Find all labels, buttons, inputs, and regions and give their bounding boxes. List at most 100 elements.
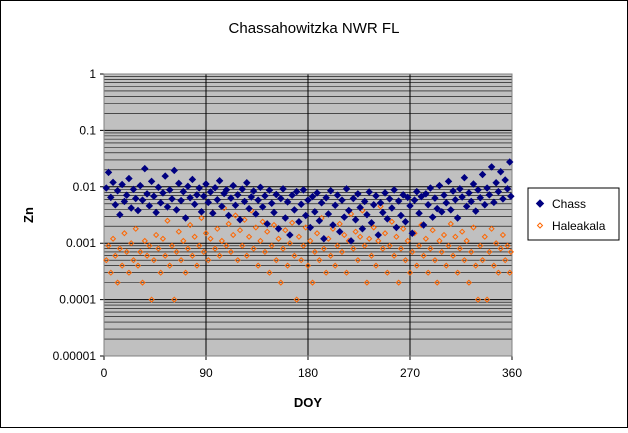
data-point-haleakala [395,279,402,286]
data-point-haleakala [393,233,400,240]
data-point-chass [499,195,507,203]
data-point-haleakala [125,269,133,276]
data-point-haleakala [182,269,189,276]
data-point-chass [281,214,290,222]
data-point-haleakala [327,252,334,259]
y-tick-label: 0.1 [79,123,96,137]
data-point-chass [442,199,450,207]
data-point-haleakala [153,231,160,239]
data-point-chass [209,209,217,217]
data-point-chass [320,235,328,243]
data-point-haleakala [409,248,416,256]
data-point-haleakala [406,269,414,276]
data-point-haleakala [116,245,123,252]
data-point-chass [136,181,144,190]
data-point-chass [118,180,126,189]
data-point-chass [211,184,219,192]
data-point-haleakala [470,224,477,231]
data-point-chass [360,197,369,206]
data-point-haleakala [320,245,327,252]
data-point-chass [397,211,405,220]
plot-area-border [103,73,513,357]
x-axis-label: DOY [294,395,323,410]
data-point-haleakala [300,242,307,249]
legend-label-haleakala: Haleakala [552,219,606,233]
data-point-chass [472,207,480,215]
data-point-chass [431,194,439,202]
data-point-chass [258,203,267,211]
data-point-chass [283,198,292,206]
data-point-chass [222,186,231,194]
data-point-chass [338,196,346,204]
data-point-haleakala [375,237,382,244]
data-point-chass [249,187,258,195]
data-point-haleakala [379,245,386,252]
data-point-chass [102,184,110,192]
data-point-chass [365,188,373,196]
data-point-haleakala [261,248,269,256]
data-point-haleakala [434,279,441,286]
data-point-haleakala [109,235,117,242]
data-point-haleakala [454,269,461,276]
data-point-chass [288,191,296,199]
data-point-chass [234,191,242,199]
data-point-chass [177,196,185,205]
data-point-haleakala [279,245,287,252]
data-point-haleakala [291,252,298,259]
data-point-haleakala [193,262,201,269]
data-point-haleakala [483,296,491,303]
data-point-chass [401,218,410,226]
data-point-chass [190,200,199,208]
data-point-haleakala [298,257,305,264]
data-point-chass [374,231,382,239]
data-point-chass [175,179,183,188]
data-point-haleakala [243,252,250,259]
data-point-chass [254,196,262,204]
data-point-chass [109,178,117,187]
data-point-chass [125,174,133,183]
data-point-haleakala [497,245,504,252]
data-point-haleakala [413,262,420,269]
data-point-haleakala [384,269,391,276]
data-point-haleakala [289,219,296,226]
data-point-chass [141,164,149,173]
data-point-chass [236,216,244,224]
data-point-chass [370,201,378,209]
data-point-chass [469,180,478,188]
data-point-chass [415,209,423,217]
data-point-chass [268,199,276,208]
data-point-chass [170,166,178,175]
data-point-haleakala [350,245,357,252]
data-point-chass [492,179,500,187]
data-point-chass [172,206,181,214]
data-point-haleakala [171,296,178,303]
data-point-chass [322,194,330,202]
data-point-chass [390,186,398,194]
data-point-haleakala [180,237,187,244]
data-point-chass [388,204,396,212]
data-point-haleakala [372,262,380,269]
data-point-haleakala [357,233,364,240]
data-point-haleakala [268,242,275,249]
data-point-haleakala [425,269,432,276]
y-axis-ticks: 0.00001 0.0001 0.001 0.01 0.1 1 [53,67,97,363]
data-point-chass [204,198,212,207]
data-point-haleakala [132,225,139,232]
data-point-chass [340,213,348,221]
data-point-chass [424,201,432,209]
data-point-haleakala [325,235,332,242]
data-point-chass [113,187,122,195]
data-point-haleakala [277,279,284,286]
chart-title: Chassahowitzka NWR FL [229,20,400,37]
data-point-haleakala [313,230,321,237]
data-point-haleakala [309,279,316,286]
data-point-chass [331,201,339,210]
data-point-haleakala [463,237,470,244]
data-point-haleakala [157,269,164,276]
data-point-chass [127,204,135,212]
data-point-chass [444,177,453,186]
data-point-chass [193,191,201,199]
data-point-haleakala [107,269,114,276]
data-point-haleakala [461,257,468,264]
